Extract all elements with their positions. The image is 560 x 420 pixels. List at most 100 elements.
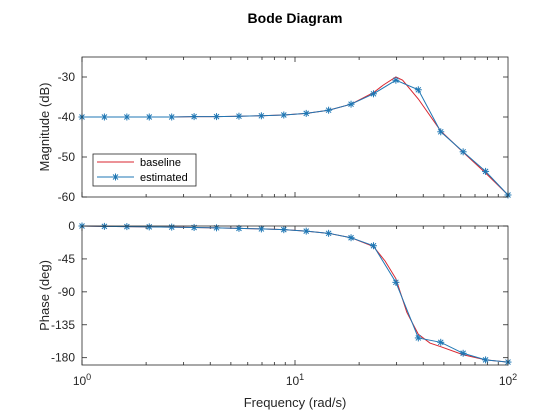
phase-marker: [145, 223, 153, 231]
magnitude-panel: -60 -50 -40 -30 Magnitude (dB) baseline estima…: [37, 56, 512, 204]
magnitude-marker-stroke: [325, 107, 332, 114]
magnitude-marker: [482, 167, 490, 175]
x-tick-exponent: 1: [299, 372, 304, 382]
magnitude-marker: [100, 113, 108, 121]
magnitude-marker: [145, 113, 153, 121]
magnitude-y-tick-label: -60: [58, 190, 76, 204]
phase-marker: [168, 223, 176, 231]
magnitude-marker: [414, 86, 422, 94]
magnitude-marker-stroke: [101, 114, 108, 120]
magnitude-marker: [392, 76, 400, 84]
phase-marker: [369, 242, 377, 250]
magnitude-marker-stroke: [370, 90, 377, 97]
phase-y-tick-label: 0: [68, 219, 75, 233]
phase-marker-stroke: [482, 357, 489, 363]
phase-axes-box: [81, 225, 509, 366]
phase-marker-stroke: [325, 230, 332, 237]
legend-box: [92, 153, 197, 187]
magnitude-marker-stroke: [348, 101, 354, 108]
phase-marker: [213, 224, 221, 232]
magnitude-series-estimated: [82, 79, 509, 196]
phase-marker-stroke: [123, 223, 130, 230]
phase-marker: [437, 338, 445, 346]
magnitude-marker: [123, 113, 131, 121]
legend: baseline estimated: [92, 153, 197, 187]
magnitude-marker-stroke: [303, 110, 310, 117]
magnitude-marker-stroke: [415, 86, 422, 93]
phase-marker-stroke: [236, 225, 242, 232]
phase-y-tick-label: -180: [51, 351, 75, 365]
magnitude-marker-stroke: [280, 112, 287, 118]
magnitude-marker: [459, 148, 467, 156]
phase-y-tick-label: -135: [51, 318, 75, 332]
x-tick-exponent: 2: [512, 372, 517, 382]
phase-marker: [302, 227, 310, 235]
magnitude-marker: [347, 100, 355, 108]
x-tick-label: 102: [499, 372, 517, 388]
magnitude-marker-stroke: [437, 128, 444, 135]
x-tick-base: 10: [499, 374, 513, 388]
magnitude-marker-stroke: [146, 114, 153, 120]
phase-marker-stroke: [370, 242, 377, 249]
x-axis-label: Frequency (rad/s): [244, 395, 347, 410]
magnitude-y-axis-label: Magnitude (dB): [37, 83, 52, 172]
phase-y-tick-label: -45: [58, 252, 76, 266]
phase-y-tick-label: -90: [58, 285, 76, 299]
phase-marker-stroke: [146, 224, 153, 230]
magnitude-marker-stroke: [460, 148, 467, 155]
magnitude-marker: [302, 109, 310, 117]
magnitude-marker: [280, 111, 288, 119]
legend-marker-stroke: [112, 174, 119, 180]
magnitude-marker-stroke: [258, 112, 265, 119]
phase-marker-stroke: [280, 226, 287, 233]
phase-marker: [257, 225, 265, 233]
legend-marker-estimated: [112, 173, 119, 181]
phase-marker-stroke: [303, 228, 310, 234]
phase-marker: [459, 349, 467, 357]
x-tick-label: 101: [286, 372, 304, 388]
magnitude-marker: [257, 112, 265, 120]
phase-marker: [190, 223, 198, 231]
phase-marker-stroke: [460, 350, 467, 357]
magnitude-marker: [369, 90, 377, 98]
magnitude-marker: [190, 113, 198, 121]
legend-label-baseline: baseline: [140, 157, 181, 169]
chart-title: Bode Diagram: [248, 10, 343, 26]
phase-marker-stroke: [168, 224, 175, 230]
phase-marker: [482, 356, 490, 364]
phase-marker: [392, 278, 400, 286]
phase-marker-stroke: [393, 279, 399, 286]
phase-y-axis-label: Phase (deg): [37, 260, 52, 331]
magnitude-marker-stroke: [191, 113, 197, 120]
phase-marker-stroke: [258, 226, 265, 232]
magnitude-marker: [213, 113, 221, 121]
magnitude-axes-box: [81, 56, 509, 198]
magnitude-marker-stroke: [236, 113, 242, 120]
magnitude-marker-stroke: [393, 77, 399, 84]
magnitude-marker: [168, 113, 176, 121]
magnitude-marker: [437, 128, 445, 136]
panels-layer: -60 -50 -40 -30 Magnitude (dB) baseline estima…: [37, 56, 517, 388]
phase-marker-stroke: [415, 335, 422, 341]
magnitude-marker-stroke: [213, 113, 220, 120]
x-tick-label: 100: [73, 372, 91, 388]
x-tick-base: 10: [73, 374, 87, 388]
phase-marker-stroke: [437, 339, 444, 346]
magnitude-marker: [235, 112, 243, 120]
phase-marker: [347, 234, 355, 242]
magnitude-marker-stroke: [168, 114, 175, 120]
phase-marker: [414, 334, 422, 342]
phase-series-estimated: [81, 225, 509, 363]
magnitude-y-tick-label: -50: [58, 150, 76, 164]
magnitude-marker-stroke: [123, 114, 130, 120]
phase-marker: [325, 229, 333, 237]
legend-label-estimated: estimated: [140, 172, 188, 184]
phase-marker: [280, 226, 288, 234]
phase-marker-stroke: [348, 234, 354, 241]
phase-marker: [123, 223, 131, 231]
magnitude-marker-stroke: [482, 168, 489, 175]
magnitude-marker: [325, 106, 333, 114]
magnitude-y-tick-label: -30: [58, 70, 76, 84]
